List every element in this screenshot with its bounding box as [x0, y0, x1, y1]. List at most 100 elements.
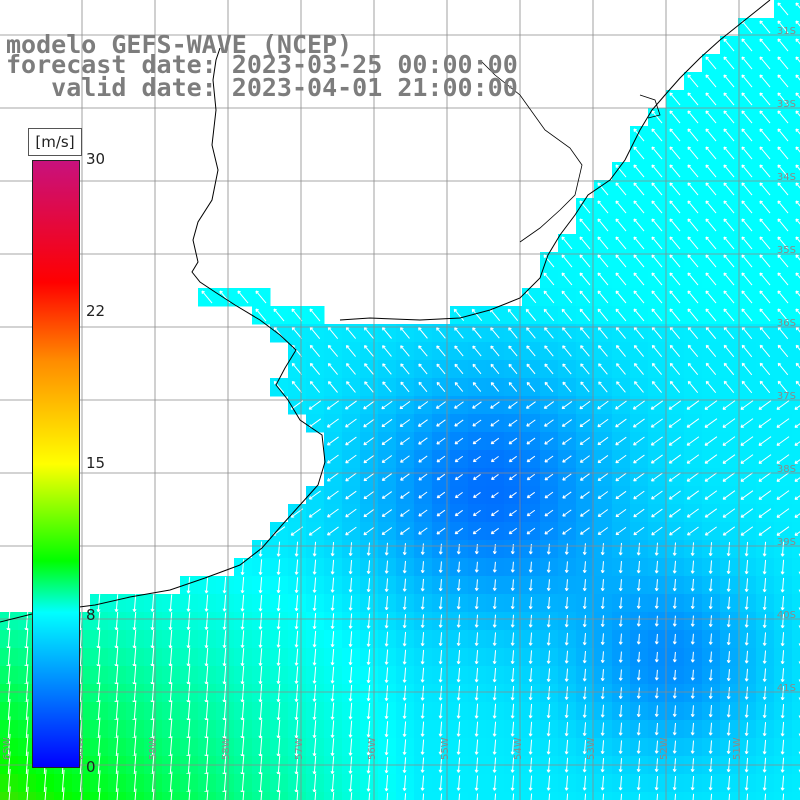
wind-arrow — [669, 182, 681, 196]
wind-arrow — [508, 345, 518, 357]
wind-arrow — [777, 128, 789, 142]
wind-arrow — [726, 775, 731, 791]
wind-arrow — [615, 272, 627, 286]
wind-arrow — [741, 164, 753, 178]
model-title: modelo GEFS-WAVE (NCEP) — [6, 30, 353, 59]
wind-arrow — [687, 344, 699, 358]
wind-arrow — [276, 612, 281, 630]
wind-arrow — [438, 543, 443, 555]
wind-arrow — [579, 400, 591, 410]
wind-arrow — [723, 380, 735, 394]
wind-arrow — [615, 290, 627, 304]
wind-arrow — [276, 666, 281, 684]
wind-arrow — [420, 614, 425, 628]
wind-arrow — [402, 739, 407, 755]
wind-arrow — [508, 527, 518, 535]
wind-arrow — [490, 527, 500, 535]
wind-arrow — [273, 308, 285, 322]
colorbar-unit: [m/s] — [28, 128, 82, 156]
wind-arrow — [562, 363, 572, 375]
wind-arrow — [651, 272, 663, 286]
valid-date: valid date: 2023-04-01 21:00:00 — [6, 73, 518, 102]
wind-arrow — [132, 611, 137, 631]
wind-arrow — [708, 651, 713, 663]
wind-arrow — [402, 543, 407, 556]
wind-arrow — [687, 380, 699, 393]
wind-arrow — [453, 308, 465, 322]
wind-arrow — [723, 308, 735, 322]
wind-arrow — [705, 254, 717, 268]
wind-arrow — [345, 454, 357, 464]
wind-arrow — [636, 597, 641, 609]
wind-arrow — [345, 363, 356, 375]
wind-arrow — [704, 526, 717, 536]
wind-arrow — [291, 362, 303, 375]
wind-arrow — [668, 418, 682, 428]
wind-arrow — [240, 665, 245, 685]
wind-arrow — [454, 473, 463, 481]
wind-arrow — [544, 345, 554, 357]
wind-arrow — [651, 254, 663, 268]
wind-arrow — [366, 774, 371, 792]
wind-arrow — [723, 182, 735, 196]
wind-arrow — [636, 615, 641, 627]
wind-arrow — [762, 704, 767, 719]
wind-arrow — [543, 308, 555, 322]
wind-arrow — [669, 380, 681, 393]
wind-cell — [792, 360, 800, 379]
wind-arrow — [762, 541, 767, 557]
wind-arrow — [454, 401, 464, 409]
wind-arrow — [795, 146, 800, 153]
colorbar-tick-30: 30 — [86, 150, 106, 168]
wind-arrow — [726, 722, 731, 736]
wind-arrow — [458, 793, 461, 800]
wind-arrow — [654, 740, 659, 754]
wind-arrow — [780, 632, 785, 647]
wind-arrow — [597, 527, 609, 535]
wind-arrow — [240, 577, 245, 594]
wind-arrow — [636, 722, 641, 736]
wind-arrow — [584, 793, 587, 800]
wind-arrow — [204, 594, 209, 612]
wind-arrow — [744, 578, 749, 593]
wind-arrow — [723, 200, 735, 214]
wind-arrow — [548, 793, 551, 800]
wind-arrow — [762, 686, 767, 700]
wind-arrow — [564, 686, 569, 700]
wind-arrow — [744, 632, 749, 646]
wind-arrow — [726, 614, 731, 628]
wind-arrow — [650, 436, 663, 446]
lat-label: 34S — [777, 172, 796, 183]
wind-arrow — [669, 146, 681, 160]
wind-arrow — [472, 401, 482, 409]
lat-label: 36S — [777, 318, 796, 329]
wind-arrow — [456, 632, 461, 646]
wind-arrow — [615, 436, 627, 446]
wind-arrow — [490, 327, 500, 339]
wind-arrow — [669, 92, 681, 106]
wind-arrow — [492, 650, 497, 665]
wind-arrow — [759, 56, 771, 70]
wind-arrow — [618, 597, 623, 609]
wind-arrow — [651, 344, 663, 357]
wind-arrow — [456, 650, 461, 665]
wind-arrow — [384, 560, 389, 574]
wind-arrow — [436, 509, 446, 517]
wind-arrow — [382, 345, 392, 357]
wind-arrow — [618, 740, 623, 754]
wind-arrow — [651, 380, 662, 393]
wind-arrow — [399, 419, 411, 427]
wind-arrow — [654, 615, 659, 627]
wind-arrow — [600, 633, 605, 645]
wind-arrow — [777, 362, 789, 376]
wind-arrow — [669, 344, 681, 358]
wind-arrow — [741, 38, 753, 52]
wind-arrow — [492, 667, 497, 683]
wind-arrow — [633, 236, 645, 250]
wind-arrow — [686, 454, 700, 464]
wind-arrow — [777, 182, 789, 196]
wind-arrow — [402, 703, 407, 719]
wind-cell — [792, 288, 800, 307]
wind-arrow — [473, 474, 481, 481]
wind-arrow — [546, 650, 551, 664]
